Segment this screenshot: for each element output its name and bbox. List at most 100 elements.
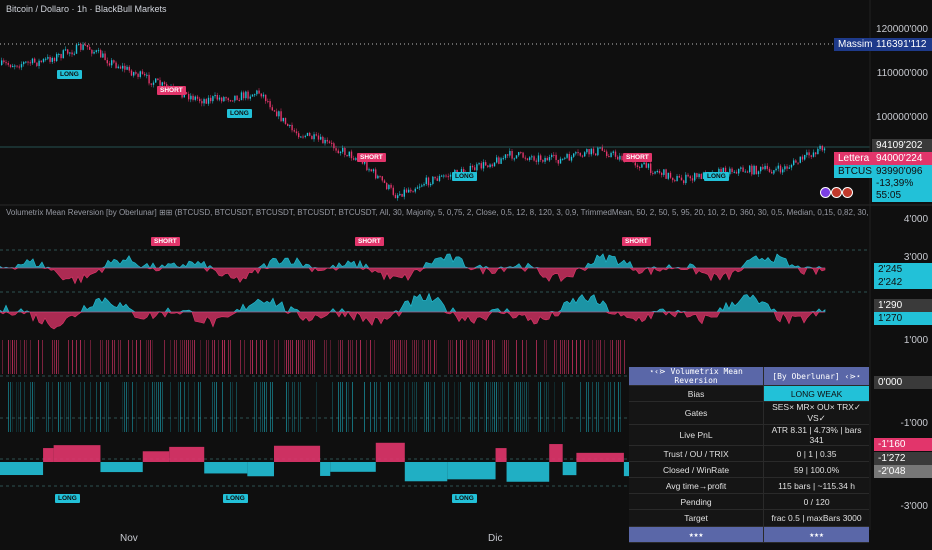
histogram-bar xyxy=(546,340,547,374)
histogram-bar xyxy=(252,340,253,374)
candle-body xyxy=(676,176,678,182)
histogram-bar xyxy=(572,340,573,374)
candle-body xyxy=(815,152,817,155)
histogram-bar xyxy=(84,382,85,432)
time-axis-tick: Nov xyxy=(120,533,138,544)
histogram-bar xyxy=(406,340,407,374)
histogram-bar xyxy=(518,382,519,432)
candle-body xyxy=(480,163,482,169)
histogram-bar xyxy=(474,340,475,374)
candle-body xyxy=(531,156,533,158)
candle-body xyxy=(691,178,694,181)
histogram-bar xyxy=(154,382,155,432)
candle-body xyxy=(592,148,595,154)
massimo-price-tag: 116391'112 xyxy=(872,38,932,51)
candle-body xyxy=(221,97,223,102)
histogram-bar xyxy=(24,382,25,432)
candle-body xyxy=(278,111,280,117)
candle-body xyxy=(311,135,313,140)
histogram-bar xyxy=(108,340,109,374)
histogram-bar xyxy=(266,382,267,432)
candle-body xyxy=(73,53,75,55)
candle-body xyxy=(29,62,31,64)
candle-body xyxy=(449,174,452,177)
candle-body xyxy=(216,94,218,100)
histogram-bar xyxy=(160,382,161,432)
candle-body xyxy=(377,175,379,179)
histogram-bar xyxy=(8,340,9,374)
candle-body xyxy=(702,172,705,179)
price-axis-tick: 100000'000 xyxy=(876,112,928,123)
histogram-bar xyxy=(2,340,3,374)
short-signal-label: SHORT xyxy=(357,153,386,162)
histogram-bar xyxy=(10,340,11,374)
candle-body xyxy=(529,157,531,160)
histogram-bar xyxy=(224,340,225,374)
histogram-bar xyxy=(416,382,417,432)
candle-body xyxy=(229,100,232,102)
histogram-bar xyxy=(504,340,505,374)
histogram-bar xyxy=(498,382,499,432)
regime-block xyxy=(142,451,170,462)
candle-body xyxy=(399,193,401,196)
histogram-bar xyxy=(342,382,343,432)
candle-body xyxy=(502,158,504,160)
histogram-bar xyxy=(80,382,81,432)
candle-body xyxy=(34,58,36,63)
histogram-bar xyxy=(586,382,587,432)
candle-body xyxy=(689,176,691,179)
histogram-bar xyxy=(76,340,77,374)
oscillator-bear-area xyxy=(0,267,826,285)
candle-body xyxy=(137,73,139,77)
histogram-bar xyxy=(218,340,219,374)
candle-body xyxy=(546,157,548,161)
price-axis-tick: 110000'000 xyxy=(876,68,928,79)
us-flag-icon[interactable] xyxy=(831,187,842,198)
histogram-bar xyxy=(284,340,285,374)
histogram-bar xyxy=(262,340,263,374)
histogram-bar xyxy=(230,340,231,374)
histogram-bar xyxy=(448,340,449,374)
histogram-bar xyxy=(106,382,107,432)
histogram-bar xyxy=(528,382,529,432)
histogram-bar xyxy=(188,382,189,432)
flag-icon[interactable] xyxy=(820,187,831,198)
histogram-bar xyxy=(408,382,409,432)
histogram-bar xyxy=(152,340,153,374)
histogram-bar xyxy=(200,382,201,432)
histogram-bar xyxy=(394,382,395,432)
candle-body xyxy=(339,151,342,154)
candle-body xyxy=(346,154,348,157)
histogram-bar xyxy=(514,382,515,432)
histogram-bar xyxy=(190,340,191,374)
candle-body xyxy=(823,148,826,151)
indicator-value-tag: -1'272 xyxy=(874,452,932,465)
candle-body xyxy=(788,167,790,169)
candle-body xyxy=(194,96,196,100)
histogram-bar xyxy=(96,382,97,432)
candle-body xyxy=(557,159,559,164)
candle-body xyxy=(86,45,89,48)
candle-body xyxy=(64,49,67,51)
candle-body xyxy=(381,176,383,181)
time-axis-tick: Dic xyxy=(488,533,503,544)
candle-body xyxy=(680,177,683,181)
histogram-bar xyxy=(118,340,119,374)
candle-body xyxy=(795,160,797,163)
regime-block xyxy=(549,444,563,462)
regime-block xyxy=(562,462,577,476)
histogram-bar xyxy=(442,382,443,432)
candle-body xyxy=(471,165,474,168)
us-flag-icon[interactable] xyxy=(842,187,853,198)
candle-body xyxy=(636,165,639,168)
histogram-bar xyxy=(144,382,145,432)
histogram-bar xyxy=(492,382,493,432)
histogram-bar xyxy=(30,382,31,432)
candle-body xyxy=(75,44,78,54)
table-row-value: SES× MR× OU× TRX✓ VS✓ xyxy=(763,401,869,426)
table-row-label: Trust / OU / TRIX xyxy=(629,445,764,463)
candle-body xyxy=(817,148,819,155)
candle-body xyxy=(45,58,47,60)
histogram-bar xyxy=(148,382,149,432)
